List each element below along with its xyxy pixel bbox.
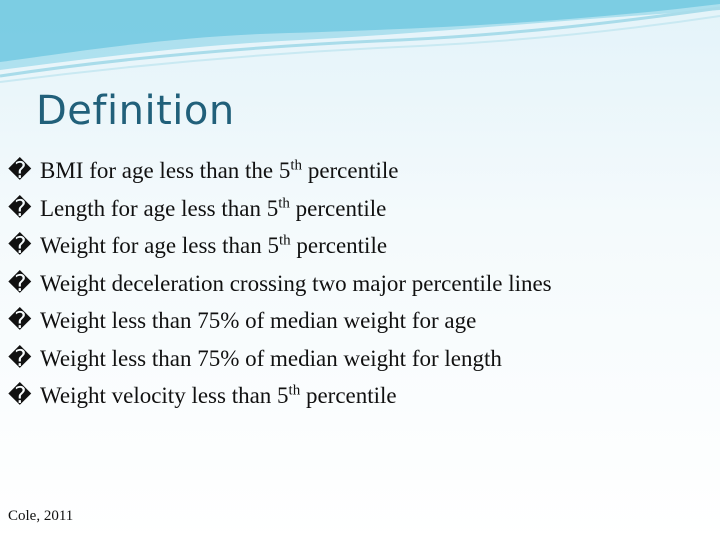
item-superscript: th xyxy=(278,194,290,211)
bullet-glyph: � xyxy=(8,308,32,333)
footer-citation: Cole, 2011 xyxy=(8,508,74,524)
bullet-item: � Weight less than 75% of median weight f… xyxy=(8,340,688,378)
bullet-glyph: � xyxy=(8,195,32,221)
bullet-item: � BMI for age less than the 5th percentil… xyxy=(8,152,688,190)
item-text: Weight less than 75% of median weight fo… xyxy=(40,345,502,371)
item-text: BMI for age less than the 5 xyxy=(40,158,291,183)
item-superscript: th xyxy=(278,232,291,249)
bullet-glyph: � xyxy=(8,345,32,371)
bullet-item: � Weight less than 75% of median weight f… xyxy=(8,302,688,340)
bullet-glyph: � xyxy=(8,383,32,408)
bullet-glyph: � xyxy=(8,158,32,183)
bullet-item: � Length for age less than 5th percentile xyxy=(8,190,688,228)
bullet-item: � Weight velocity less than 5th percentil… xyxy=(8,377,688,415)
item-superscript: th xyxy=(288,382,301,399)
bullet-glyph: � xyxy=(8,270,32,296)
item-text: Weight velocity less than 5 xyxy=(40,383,289,408)
bullet-list: � BMI for age less than the 5th percentil… xyxy=(8,152,688,415)
item-text: Weight less than 75% of median weight fo… xyxy=(40,308,477,333)
bullet-item: � Weight for age less than 5th percentile xyxy=(8,227,688,265)
item-text: percentile xyxy=(302,158,399,183)
slide-title: Definition xyxy=(36,88,235,134)
item-superscript: th xyxy=(290,157,303,174)
header-decoration xyxy=(0,0,720,83)
item-text: Weight for age less than 5 xyxy=(40,233,279,258)
item-text: percentile xyxy=(290,233,388,258)
bullet-glyph: � xyxy=(8,233,32,258)
bullet-item: � Weight deceleration crossing two major … xyxy=(8,265,688,303)
item-text: percentile xyxy=(289,195,387,221)
item-text: Weight deceleration crossing two major p… xyxy=(40,270,552,296)
item-text: Length for age less than 5 xyxy=(40,195,279,221)
item-text: percentile xyxy=(300,383,397,408)
